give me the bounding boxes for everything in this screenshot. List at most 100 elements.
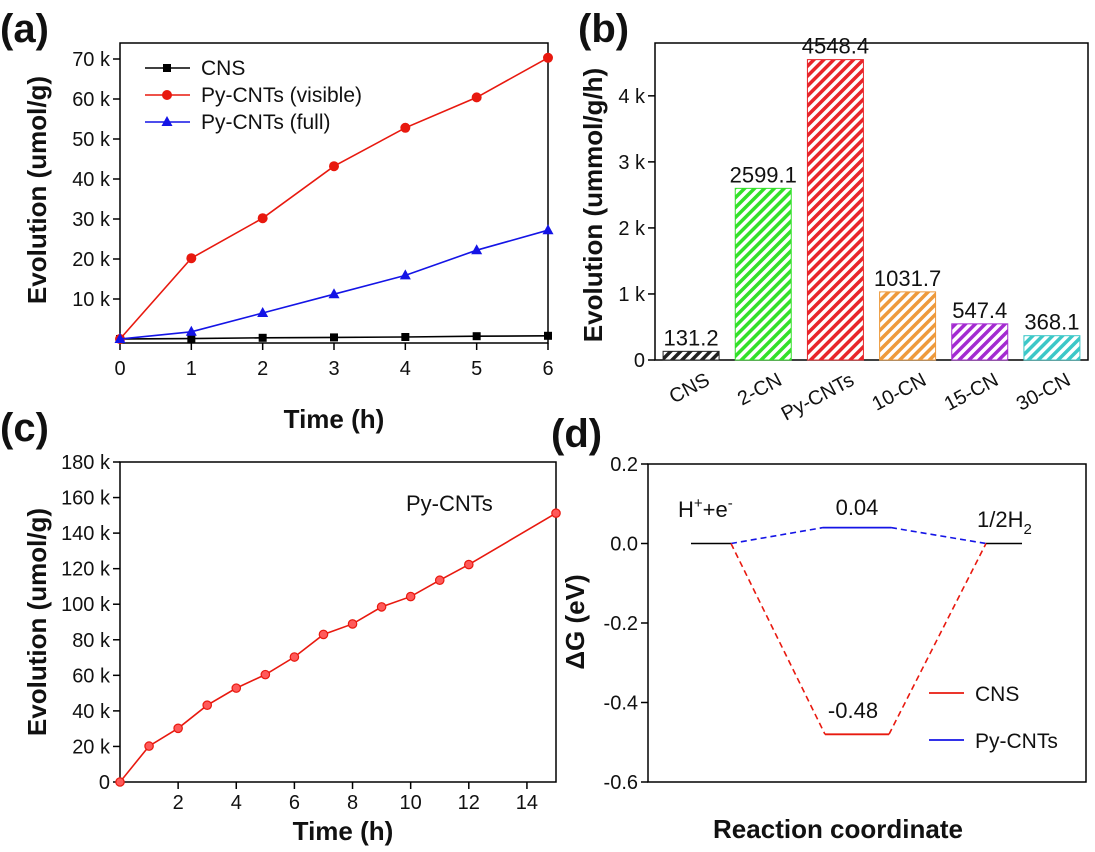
data-point (472, 332, 481, 341)
x-tick-label: 2 (257, 358, 268, 380)
panel-c-frame (119, 461, 557, 783)
y-tick-label: 100 k (61, 594, 111, 616)
y-tick-label: 1 k (618, 284, 646, 306)
panel-d-legend: CNS Py-CNTs (929, 683, 1058, 753)
x-tick-label: 5 (471, 358, 482, 380)
bar-value-label: 4548.4 (802, 34, 869, 59)
y-tick-label: 0 (634, 350, 645, 372)
y-tick-label: -0.6 (604, 772, 638, 794)
data-point (400, 122, 411, 133)
bar-py-cnts (806, 59, 864, 361)
category-label: 2-CN (734, 369, 786, 410)
panel-c-y-ticks: 0 20 k 40 k 60 k 80 k 100 k 120 k 140 k 160 k 180… (61, 452, 120, 794)
y-tick-label: -0.2 (604, 613, 638, 635)
panel-b-y-axis-title: Evolution (ummol/g/h) (578, 68, 608, 342)
bar-value-label: 2599.1 (730, 162, 797, 187)
x-tick-label: 3 (328, 358, 339, 380)
data-point (401, 333, 410, 341)
panel-a-y-ticks: 10 k 20 k 30 k 40 k 50 k 60 k 70 k (72, 49, 120, 311)
data-point (471, 92, 482, 103)
panel-c-x-axis-title: Time (h) (293, 816, 394, 846)
legend-label: Py-CNTs (975, 730, 1058, 753)
y-tick-label: 20 k (72, 736, 111, 758)
category-label: 15-CN (941, 369, 1002, 416)
y-tick-label: 4 k (618, 86, 646, 108)
data-point (114, 333, 126, 343)
y-tick-label: 10 k (72, 289, 111, 311)
legend-label: CNS (975, 683, 1019, 706)
panel-d-cns-value: -0.48 (828, 698, 878, 723)
panel-d-x-axis-title: Reaction coordinate (713, 814, 963, 844)
data-point (231, 683, 242, 693)
x-tick-label: 6 (289, 792, 300, 814)
x-tick-label: 0 (114, 358, 125, 380)
y-tick-label: -0.4 (604, 693, 638, 715)
data-point (185, 325, 197, 336)
panel-d-initial-state-label: H++e- (678, 495, 733, 522)
data-point (173, 723, 183, 734)
x-tick-label: 6 (542, 358, 553, 380)
y-tick-label: 160 k (61, 488, 111, 510)
data-point (187, 334, 196, 343)
panel-b-data-labels: 131.2 2599.1 4548.4 1031.7 547.4 368.1 (664, 34, 1080, 351)
y-tick-label: 120 k (61, 559, 111, 581)
series-line (119, 229, 549, 340)
data-point (257, 307, 269, 317)
y-tick-label: 50 k (72, 129, 111, 151)
data-point (463, 559, 474, 570)
panel-d-y-axis-title: ΔG (eV) (560, 574, 590, 669)
category-label: Py-CNTs (778, 369, 858, 425)
data-point (399, 269, 411, 280)
panel-b-label: (b) (578, 7, 629, 51)
data-point (115, 777, 125, 787)
y-tick-label: 180 k (61, 452, 111, 474)
data-point (434, 575, 445, 586)
series-py-cnts-visible (115, 52, 553, 344)
series-py-cnts-full (114, 224, 554, 343)
cns-connector-left (730, 543, 826, 735)
data-point (186, 253, 197, 264)
y-tick-label: 60 k (72, 665, 111, 687)
data-point (258, 333, 267, 342)
panel-a-y-axis-title: Evolution (umol/g) (22, 76, 52, 304)
category-label: CNS (666, 369, 714, 408)
cns-connector-right (888, 543, 987, 735)
panel-d-y-ticks: -0.6 -0.4 -0.2 0.0 0.2 (604, 454, 648, 794)
data-point (551, 508, 561, 518)
panel-a-x-ticks: 0 1 2 3 4 5 6 (114, 343, 554, 380)
y-tick-label: 20 k (72, 249, 111, 271)
legend-label: Py-CNTs (visible) (201, 84, 362, 107)
panel-a-x-axis-title: Time (h) (284, 404, 385, 434)
panel-d-final-state-label: 1/2H2 (977, 507, 1032, 538)
data-point (144, 741, 154, 751)
py-cnts-connector-left (730, 526, 824, 545)
data-point (257, 213, 268, 224)
category-label: 10-CN (869, 369, 930, 416)
data-point (405, 591, 416, 602)
y-tick-label: 80 k (72, 630, 111, 652)
series-py-cnts (115, 508, 561, 787)
x-tick-label: 12 (458, 792, 480, 814)
y-tick-label: 40 k (72, 701, 111, 723)
panel-d-energy-levels (691, 526, 1022, 736)
bar-value-label: 1031.7 (874, 266, 941, 291)
legend-marker (163, 64, 171, 72)
x-tick-label: 2 (173, 792, 184, 814)
panel-d: (d) -0.6-0.4-0.20.00.2 H++e- 1/2H2 0.04 … (551, 412, 1087, 844)
panel-a-label: (a) (0, 7, 49, 51)
panel-b: (b) 0 1 k 2 k 3 k 4 k 131.2 2599.1 4548.4 1031.… (578, 7, 1089, 425)
data-point (542, 224, 554, 235)
y-tick-label: 3 k (618, 152, 646, 174)
py-cnts-connector-right (890, 526, 987, 545)
y-tick-label: 40 k (72, 169, 111, 191)
panel-c-label: (c) (0, 406, 49, 450)
y-tick-label: 70 k (72, 49, 111, 71)
category-label: 30-CN (1013, 369, 1074, 416)
panel-b-y-ticks: 0 1 k 2 k 3 k 4 k (618, 86, 655, 372)
x-tick-label: 10 (400, 792, 422, 814)
data-point (318, 629, 329, 640)
bar-30-cn (1023, 335, 1081, 361)
legend-marker (161, 116, 173, 126)
